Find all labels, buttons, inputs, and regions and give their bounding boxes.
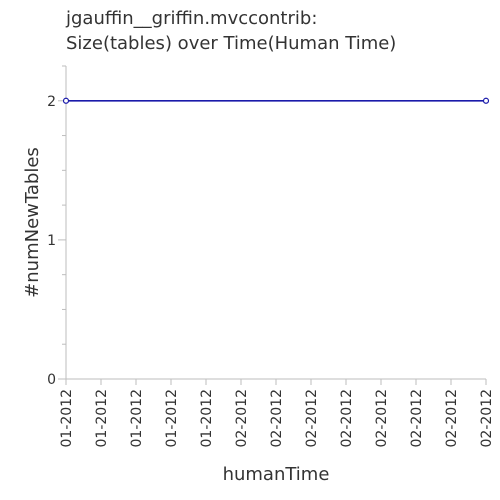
axes-layer [65,66,486,380]
x-tick-label-11: 02-2012 [444,389,460,448]
x-tick-label-0: 01-2012 [59,389,75,448]
labels-layer: 0 1 2 01-2012 01-2012 01-2012 01-2012 01-2012 02… [22,94,495,485]
series-layer [62,97,490,104]
y-tick-label-1: 1 [47,233,56,249]
x-tick-label-3: 01-2012 [164,389,180,448]
x-tick-label-8: 02-2012 [339,389,355,448]
x-tick-label-12: 02-2012 [479,389,495,448]
y-axis-title: #numNewTables [22,147,43,298]
chart-title-line-1: jgauffin__griffin.mvccontrib: [66,8,318,29]
x-tick-label-6: 02-2012 [269,389,285,448]
x-axis-title: humanTime [223,464,330,485]
x-tick-label-7: 02-2012 [304,389,320,448]
data-point-0-0 [62,97,70,104]
x-tick-label-9: 02-2012 [374,389,390,448]
data-point-0-1 [482,97,490,104]
y-tick-label-2: 2 [47,94,56,110]
x-tick-label-2: 01-2012 [129,389,145,448]
x-tick-label-5: 02-2012 [234,389,250,448]
x-tick-label-1: 01-2012 [94,389,110,448]
chart-title-line-2: Size(tables) over Time(Human Time) [66,33,397,54]
x-tick-label-4: 01-2012 [199,389,215,448]
x-tick-label-10: 02-2012 [409,389,425,448]
ticks-layer [58,65,487,385]
y-tick-label-0: 0 [47,372,56,388]
